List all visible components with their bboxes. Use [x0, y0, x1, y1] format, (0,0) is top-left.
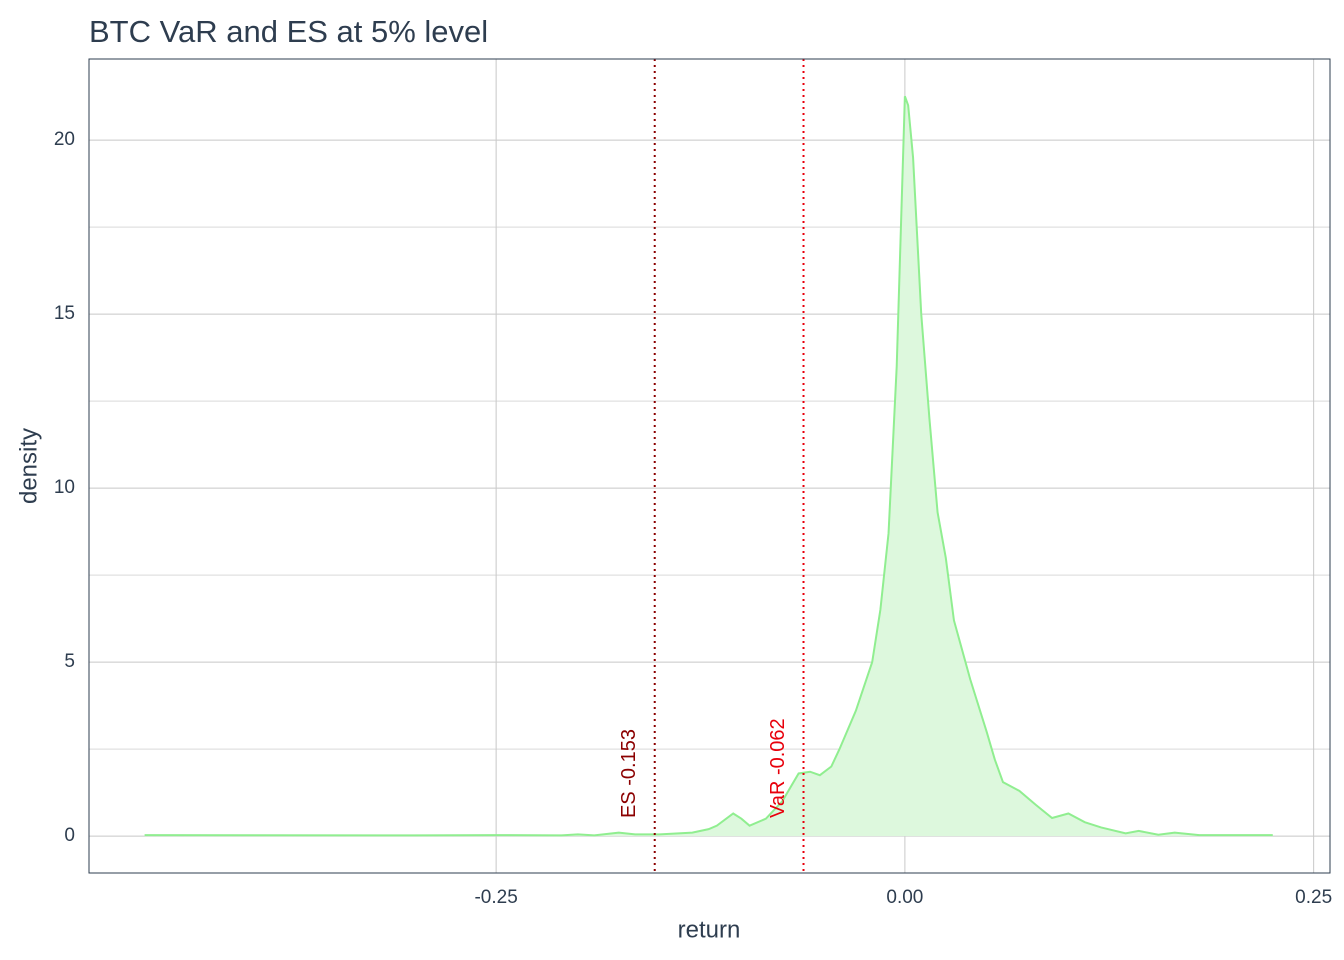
y-tick-label: 5 [64, 651, 75, 672]
y-tick-label: 20 [54, 129, 75, 150]
y-tick-label: 0 [64, 825, 75, 846]
x-tick-label: 0.25 [1295, 887, 1332, 908]
vline-label: ES -0.153 [618, 729, 640, 818]
panel-border [88, 58, 1331, 874]
y-tick-label: 15 [54, 303, 75, 324]
x-axis-title: return [678, 916, 741, 943]
x-tick-label: 0.00 [886, 887, 923, 908]
vline-label: VaR -0.062 [767, 718, 789, 818]
y-tick-label: 10 [54, 477, 75, 498]
y-axis-title: density [15, 428, 42, 504]
density-area [144, 96, 1273, 837]
chart-title: BTC VaR and ES at 5% level [89, 14, 488, 49]
x-tick-label: -0.25 [474, 887, 517, 908]
density-line [144, 95, 1273, 837]
